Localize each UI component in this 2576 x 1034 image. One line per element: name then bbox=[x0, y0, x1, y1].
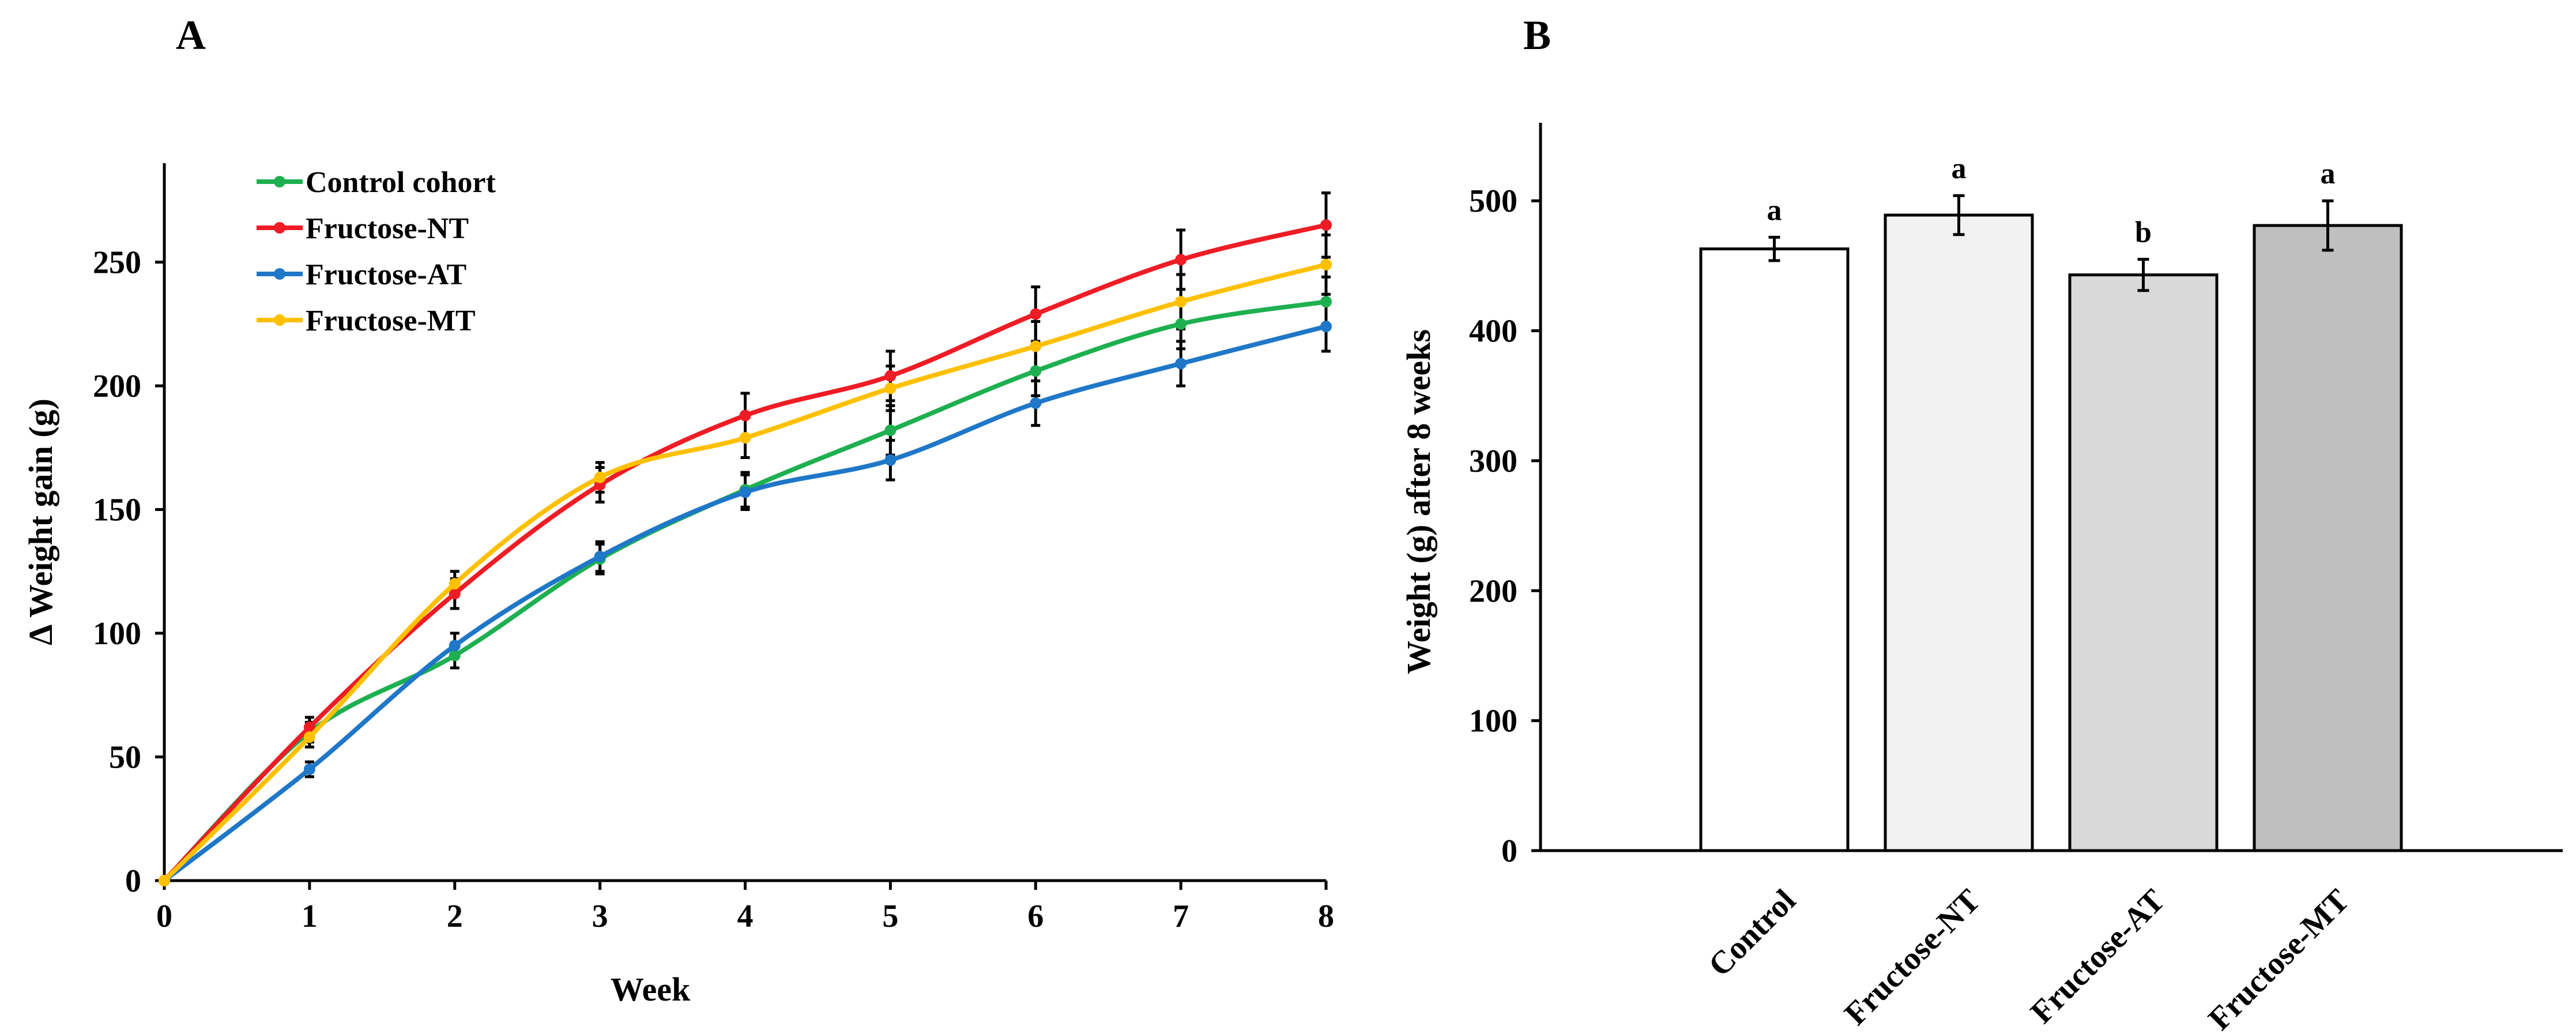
panel-a-y-tick-label: 250 bbox=[93, 245, 141, 281]
data-point-control-cohort bbox=[1175, 318, 1187, 330]
panel-b-label: B bbox=[1523, 12, 1551, 58]
series-line-control-cohort bbox=[163, 299, 1327, 882]
legend-marker-fructose-at bbox=[274, 268, 285, 280]
bar-fructose-at bbox=[2068, 273, 2219, 852]
data-point-fructose-mt bbox=[884, 382, 897, 394]
panel-a-x-tick-label: 0 bbox=[156, 898, 172, 934]
legend-label-fructose-nt: Fructose-NT bbox=[306, 212, 469, 245]
data-point-fructose-nt bbox=[1175, 254, 1187, 266]
series-line-fructose-nt bbox=[163, 223, 1327, 882]
panel-b-y-tick-label: 300 bbox=[1469, 443, 1517, 479]
panel-a-y-tick-label: 50 bbox=[109, 740, 141, 776]
panel-b-y-tick-label: 0 bbox=[1501, 833, 1517, 869]
panel-a-y-tick-label: 200 bbox=[93, 369, 141, 404]
category-label-control: Control bbox=[1702, 882, 1803, 983]
legend-marker-fructose-mt bbox=[274, 314, 285, 326]
bar-fructose-mt bbox=[2253, 224, 2403, 852]
data-point-fructose-nt bbox=[739, 409, 751, 422]
data-point-fructose-at bbox=[303, 763, 315, 775]
data-point-fructose-nt bbox=[1320, 219, 1332, 231]
legend-label-fructose-mt: Fructose-MT bbox=[306, 304, 476, 337]
data-point-fructose-mt bbox=[1175, 296, 1187, 308]
data-point-fructose-mt bbox=[1320, 258, 1332, 270]
series-line-fructose-at bbox=[163, 324, 1327, 883]
panel-a-y-tick-label: 150 bbox=[93, 492, 141, 528]
data-point-fructose-at bbox=[739, 486, 751, 498]
category-label-fructose-nt: Fructose-NT bbox=[1837, 882, 1987, 1032]
panel-a-x-tick-label: 6 bbox=[1027, 898, 1044, 934]
panel-a-y-axis-title: Δ Weight gain (g) bbox=[22, 398, 59, 645]
series-line-fructose-mt bbox=[163, 262, 1327, 882]
data-point-control-cohort bbox=[1030, 365, 1042, 377]
panel-a-line-chart: 0 50 100 150 200 250 0 1 2 3 4 5 6 7 8 Control cohort… bbox=[22, 163, 1334, 1008]
data-point-fructose-at bbox=[594, 551, 606, 563]
category-label-fructose-mt: Fructose-MT bbox=[2202, 882, 2356, 1034]
data-point-fructose-nt bbox=[884, 370, 897, 382]
legend-marker-fructose-nt bbox=[274, 222, 285, 234]
panel-b-bar-chart: 0 100 200 300 400 500 a a b a Control Fructose-NT… bbox=[1400, 123, 2563, 1034]
panel-a-x-tick-label: 3 bbox=[592, 898, 608, 934]
panel-a-x-tick-label: 5 bbox=[882, 898, 898, 934]
data-point-fructose-mt bbox=[739, 432, 751, 444]
bar-control bbox=[1699, 247, 1850, 852]
panel-b-y-tick-label: 500 bbox=[1469, 183, 1517, 219]
data-point-fructose-mt bbox=[303, 731, 315, 743]
legend-label-fructose-at: Fructose-AT bbox=[306, 258, 466, 291]
data-point-control-cohort bbox=[1320, 296, 1332, 308]
data-point-fructose-nt bbox=[1030, 308, 1042, 320]
panel-a-x-tick-label: 7 bbox=[1173, 898, 1189, 934]
panel-b-y-tick-label: 400 bbox=[1469, 314, 1517, 349]
significance-letter: a bbox=[1952, 152, 1967, 185]
panel-b-y-tick-label: 100 bbox=[1469, 704, 1517, 739]
panel-a-y-tick-label: 0 bbox=[125, 863, 141, 899]
panel-a-x-tick-label: 2 bbox=[447, 898, 463, 934]
significance-letter: b bbox=[2135, 216, 2152, 249]
legend-label-control-cohort: Control cohort bbox=[306, 166, 496, 199]
data-point-fructose-at bbox=[449, 640, 461, 652]
category-label-fructose-at: Fructose-AT bbox=[2024, 882, 2171, 1030]
data-point-fructose-mt bbox=[159, 875, 170, 886]
panel-a-x-tick-label: 1 bbox=[302, 898, 318, 934]
data-point-fructose-nt bbox=[303, 721, 315, 734]
panel-b-y-tick-label: 200 bbox=[1469, 573, 1517, 609]
data-point-fructose-nt bbox=[449, 588, 461, 600]
data-point-fructose-at bbox=[1175, 358, 1187, 370]
bar-fructose-nt bbox=[1884, 213, 2034, 852]
panel-a-legend: Control cohort Fructose-NT Fructose-AT Fruc… bbox=[257, 166, 496, 337]
legend-marker-control-cohort bbox=[274, 176, 285, 187]
data-point-fructose-mt bbox=[1030, 340, 1042, 352]
data-point-fructose-mt bbox=[449, 578, 461, 590]
panel-b-y-axis-title: Weight (g) after 8 weeks bbox=[1400, 329, 1437, 674]
data-point-control-cohort bbox=[449, 649, 461, 661]
panel-a-x-tick-label: 4 bbox=[737, 898, 754, 934]
panel-a-label: A bbox=[176, 12, 206, 58]
data-point-control-cohort bbox=[884, 424, 897, 437]
data-point-fructose-at bbox=[1320, 321, 1332, 333]
significance-letter: a bbox=[1767, 194, 1782, 227]
data-point-fructose-at bbox=[884, 454, 897, 466]
panel-a-x-axis-title: Week bbox=[611, 971, 691, 1008]
data-point-fructose-mt bbox=[594, 471, 606, 483]
panel-a-x-tick-label: 8 bbox=[1318, 898, 1334, 934]
data-point-fructose-at bbox=[1030, 397, 1042, 409]
significance-letter: a bbox=[2321, 157, 2336, 190]
panel-a-y-tick-label: 100 bbox=[93, 616, 141, 652]
